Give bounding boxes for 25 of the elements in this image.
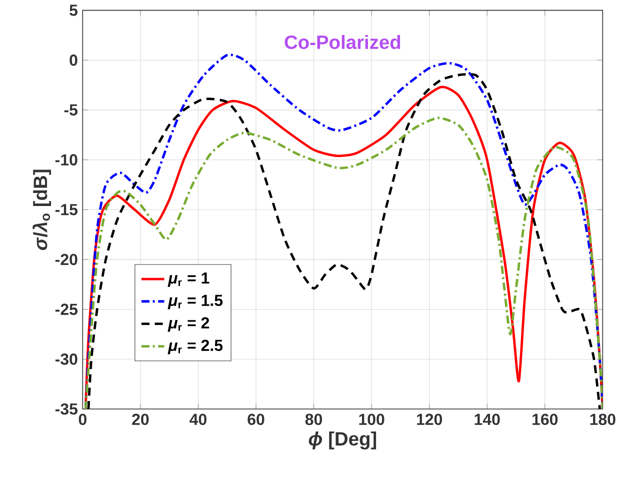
y-tick-label: 0: [70, 54, 78, 66]
legend-label: μ$_{r}$ = 2.5: [168, 340, 223, 354]
y-tick-label: -5: [64, 104, 78, 116]
y-tick-label: -15: [55, 204, 78, 216]
text: Co-Polarized: [284, 34, 400, 50]
x-tick-label: 100: [359, 414, 384, 426]
legend-label: μ$_{r}$ = 1: [168, 272, 210, 287]
x-tick-label: 20: [132, 414, 149, 426]
x-tick-label: 80: [305, 414, 322, 426]
y-tick-label: -25: [55, 304, 78, 315]
x-tick-label: 120: [416, 414, 442, 426]
x-tick-label: 60: [248, 414, 264, 426]
y-tick-label: -20: [55, 254, 78, 266]
x-tick-label: 160: [532, 414, 558, 426]
y-tick-label: -35: [55, 403, 78, 415]
legend-label: μ$_{r}$ = 1.5: [168, 294, 223, 310]
x-tick-label: 40: [190, 414, 206, 426]
y-tick-label: -10: [55, 154, 78, 166]
x-tick-label: 140: [474, 414, 500, 426]
x-tick-label: 0: [78, 414, 86, 426]
x-tick-label: 180: [590, 414, 616, 426]
legend-label: μ$_{r}$ = 2: [168, 317, 210, 332]
y-tick-label: -30: [55, 353, 78, 365]
y-tick-label: 5: [70, 4, 78, 16]
x-axis-title: ϕ [Deg]: [308, 432, 376, 450]
